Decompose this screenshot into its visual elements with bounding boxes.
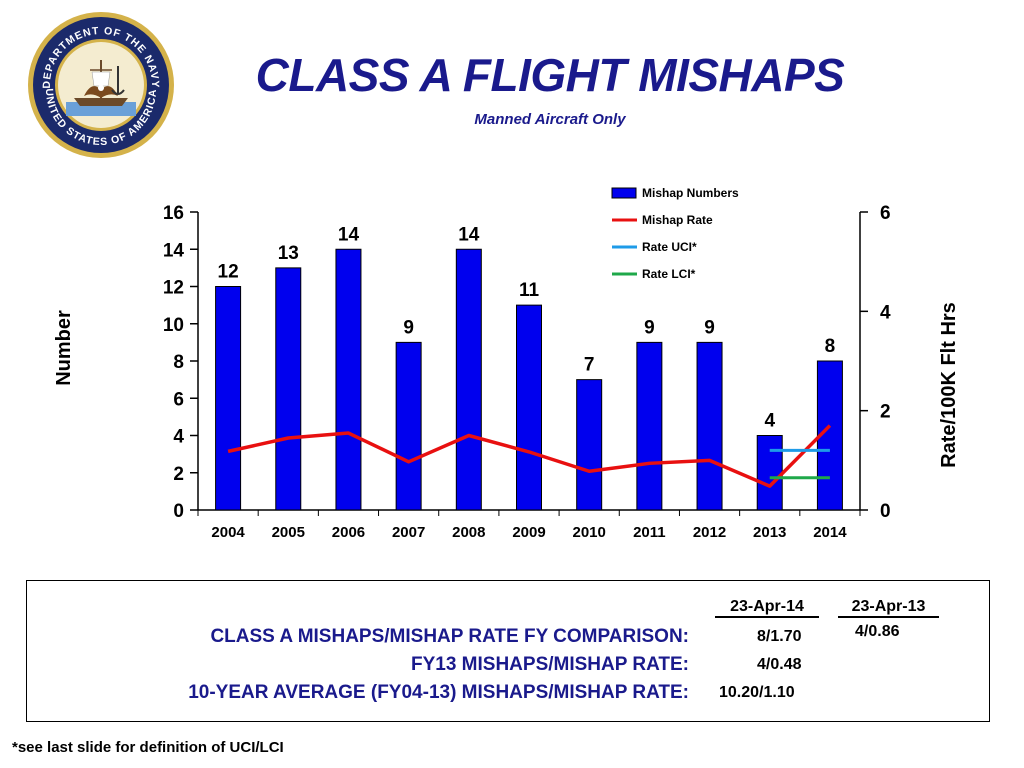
- mishap-chart: 0 2 4 6 8 10 12 14 16 0 2 4 6 2004 2005 2006 2007 2008 200…: [53, 186, 960, 541]
- y-tick-label: 0: [173, 501, 184, 522]
- legend-label: Mishap Rate: [642, 213, 713, 227]
- y2-tick-label: 6: [880, 203, 891, 224]
- x-tick-label: 2005: [272, 524, 305, 541]
- bar-value-label: 11: [519, 280, 540, 301]
- comparison-row-value: 10.20/1.10: [719, 684, 795, 701]
- bar: [636, 341, 663, 511]
- y2-tick-label: 2: [880, 402, 891, 423]
- bar-value-label: 9: [704, 317, 715, 338]
- bar: [215, 286, 242, 511]
- bar-value-label: 14: [338, 224, 360, 245]
- bar-value-label: 12: [218, 262, 239, 283]
- col-header-2013: 23-Apr-13: [838, 597, 939, 618]
- y-tick-label: 6: [173, 389, 184, 410]
- legend-label: Rate UCI*: [642, 240, 697, 254]
- bar: [395, 341, 422, 511]
- y2-tick-label: 4: [880, 302, 891, 323]
- bar: [455, 248, 482, 511]
- bar-value-label: 9: [644, 317, 655, 338]
- y-tick-label: 14: [163, 240, 185, 261]
- bar: [576, 379, 603, 511]
- legend-swatch: [611, 187, 637, 199]
- footnote: *see last slide for definition of UCI/LC…: [12, 739, 284, 756]
- page-subtitle: Manned Aircraft Only: [474, 111, 626, 128]
- x-tick-label: 2014: [813, 524, 847, 541]
- legend-label: Rate LCI*: [642, 267, 696, 281]
- y-tick-label: 2: [173, 464, 184, 485]
- comparison-row-label: CLASS A MISHAPS/MISHAP RATE FY COMPARISO…: [210, 626, 689, 647]
- x-tick-label: 2011: [633, 524, 666, 541]
- x-tick-label: 2004: [211, 524, 245, 541]
- y-tick-label: 16: [163, 203, 184, 224]
- y-tick-label: 12: [163, 278, 184, 299]
- comparison-row-label: 10-YEAR AVERAGE (FY04-13) MISHAPS/MISHAP…: [188, 682, 689, 703]
- bar-value-label: 4: [764, 411, 775, 432]
- bar-value-label: 14: [458, 224, 480, 245]
- bar-value-label: 7: [584, 355, 595, 376]
- x-tick-label: 2010: [572, 524, 605, 541]
- y2-tick-label: 0: [880, 501, 891, 522]
- bar: [516, 304, 542, 511]
- y2-axis-label: Rate/100K Flt Hrs: [938, 302, 960, 468]
- x-tick-label: 2013: [753, 524, 786, 541]
- bar-value-label: 8: [825, 336, 836, 357]
- comparison-row-value: 8/1.70: [757, 628, 802, 645]
- comparison-row-value: 4/0.48: [757, 656, 802, 673]
- bar: [275, 267, 302, 511]
- comparison-row-label: FY13 MISHAPS/MISHAP RATE:: [410, 654, 689, 675]
- navy-seal-logo: DEPARTMENT OF THE NAVY UNITED STATES OF …: [26, 10, 176, 160]
- x-tick-label: 2007: [392, 524, 425, 541]
- mishap-rate-line: [227, 424, 832, 488]
- bar-value-label: 13: [278, 243, 299, 264]
- x-tick-label: 2006: [332, 524, 365, 541]
- bar-value-label: 9: [403, 317, 414, 338]
- legend-label: Mishap Numbers: [642, 186, 739, 200]
- comparison-panel: 23-Apr-14 23-Apr-13 CLASS A MISHAPS/MISH…: [26, 580, 990, 722]
- bar: [756, 435, 783, 511]
- x-tick-label: 2012: [693, 524, 726, 541]
- page-title: CLASS A FLIGHT MISHAPS: [255, 49, 845, 101]
- y-tick-label: 4: [173, 427, 184, 448]
- bar: [696, 341, 723, 511]
- x-tick-label: 2009: [512, 524, 545, 541]
- y-tick-label: 8: [173, 352, 184, 373]
- x-tick-label: 2008: [452, 524, 485, 541]
- comparison-row-prior: 4/0.86: [855, 623, 900, 640]
- col-header-2014: 23-Apr-14: [715, 597, 819, 618]
- bar: [335, 248, 362, 511]
- y-axis-label: Number: [53, 310, 75, 386]
- y-tick-label: 10: [163, 315, 184, 336]
